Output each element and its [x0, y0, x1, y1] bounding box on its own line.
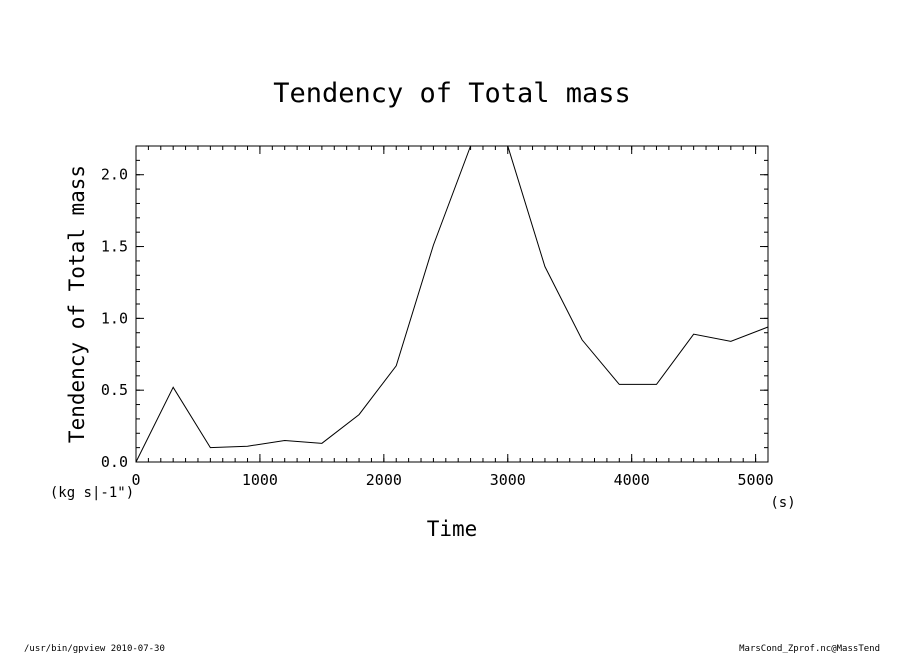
axis-ticks: [135, 145, 769, 463]
y-tick-label: 2.0: [101, 166, 128, 184]
y-tick-label: 0.0: [101, 453, 128, 471]
chart-title: Tendency of Total mass: [273, 78, 631, 109]
x-tick-label: 2000: [366, 471, 402, 489]
plot-frame: [135, 145, 769, 463]
footer-left: /usr/bin/gpview 2010-07-30: [24, 644, 165, 654]
y-tick-label: 1.0: [101, 309, 128, 327]
y-tick-label: 1.5: [101, 238, 128, 256]
x-tick-label: 4000: [614, 471, 650, 489]
x-axis-unit: (s): [770, 495, 795, 511]
y-tick-label: 0.5: [101, 381, 128, 399]
y-tick-labels: 0.0 0.5 1.0 1.5 2.0: [101, 166, 128, 471]
x-axis-label: Time: [427, 517, 478, 541]
x-tick-labels: 0 1000 2000 3000 4000 5000: [131, 471, 773, 489]
x-tick-label: 0: [131, 471, 140, 489]
x-tick-label: 5000: [738, 471, 774, 489]
x-tick-label: 1000: [242, 471, 278, 489]
series-layer: [135, 145, 769, 463]
y-axis-unit: (kg s|-1"): [50, 485, 134, 501]
footer-right: MarsCond_Zprof.nc@MassTend: [739, 644, 880, 654]
x-tick-label: 3000: [490, 471, 526, 489]
y-axis-label: Tendency of Total mass: [65, 165, 89, 443]
series-line: [135, 145, 769, 463]
